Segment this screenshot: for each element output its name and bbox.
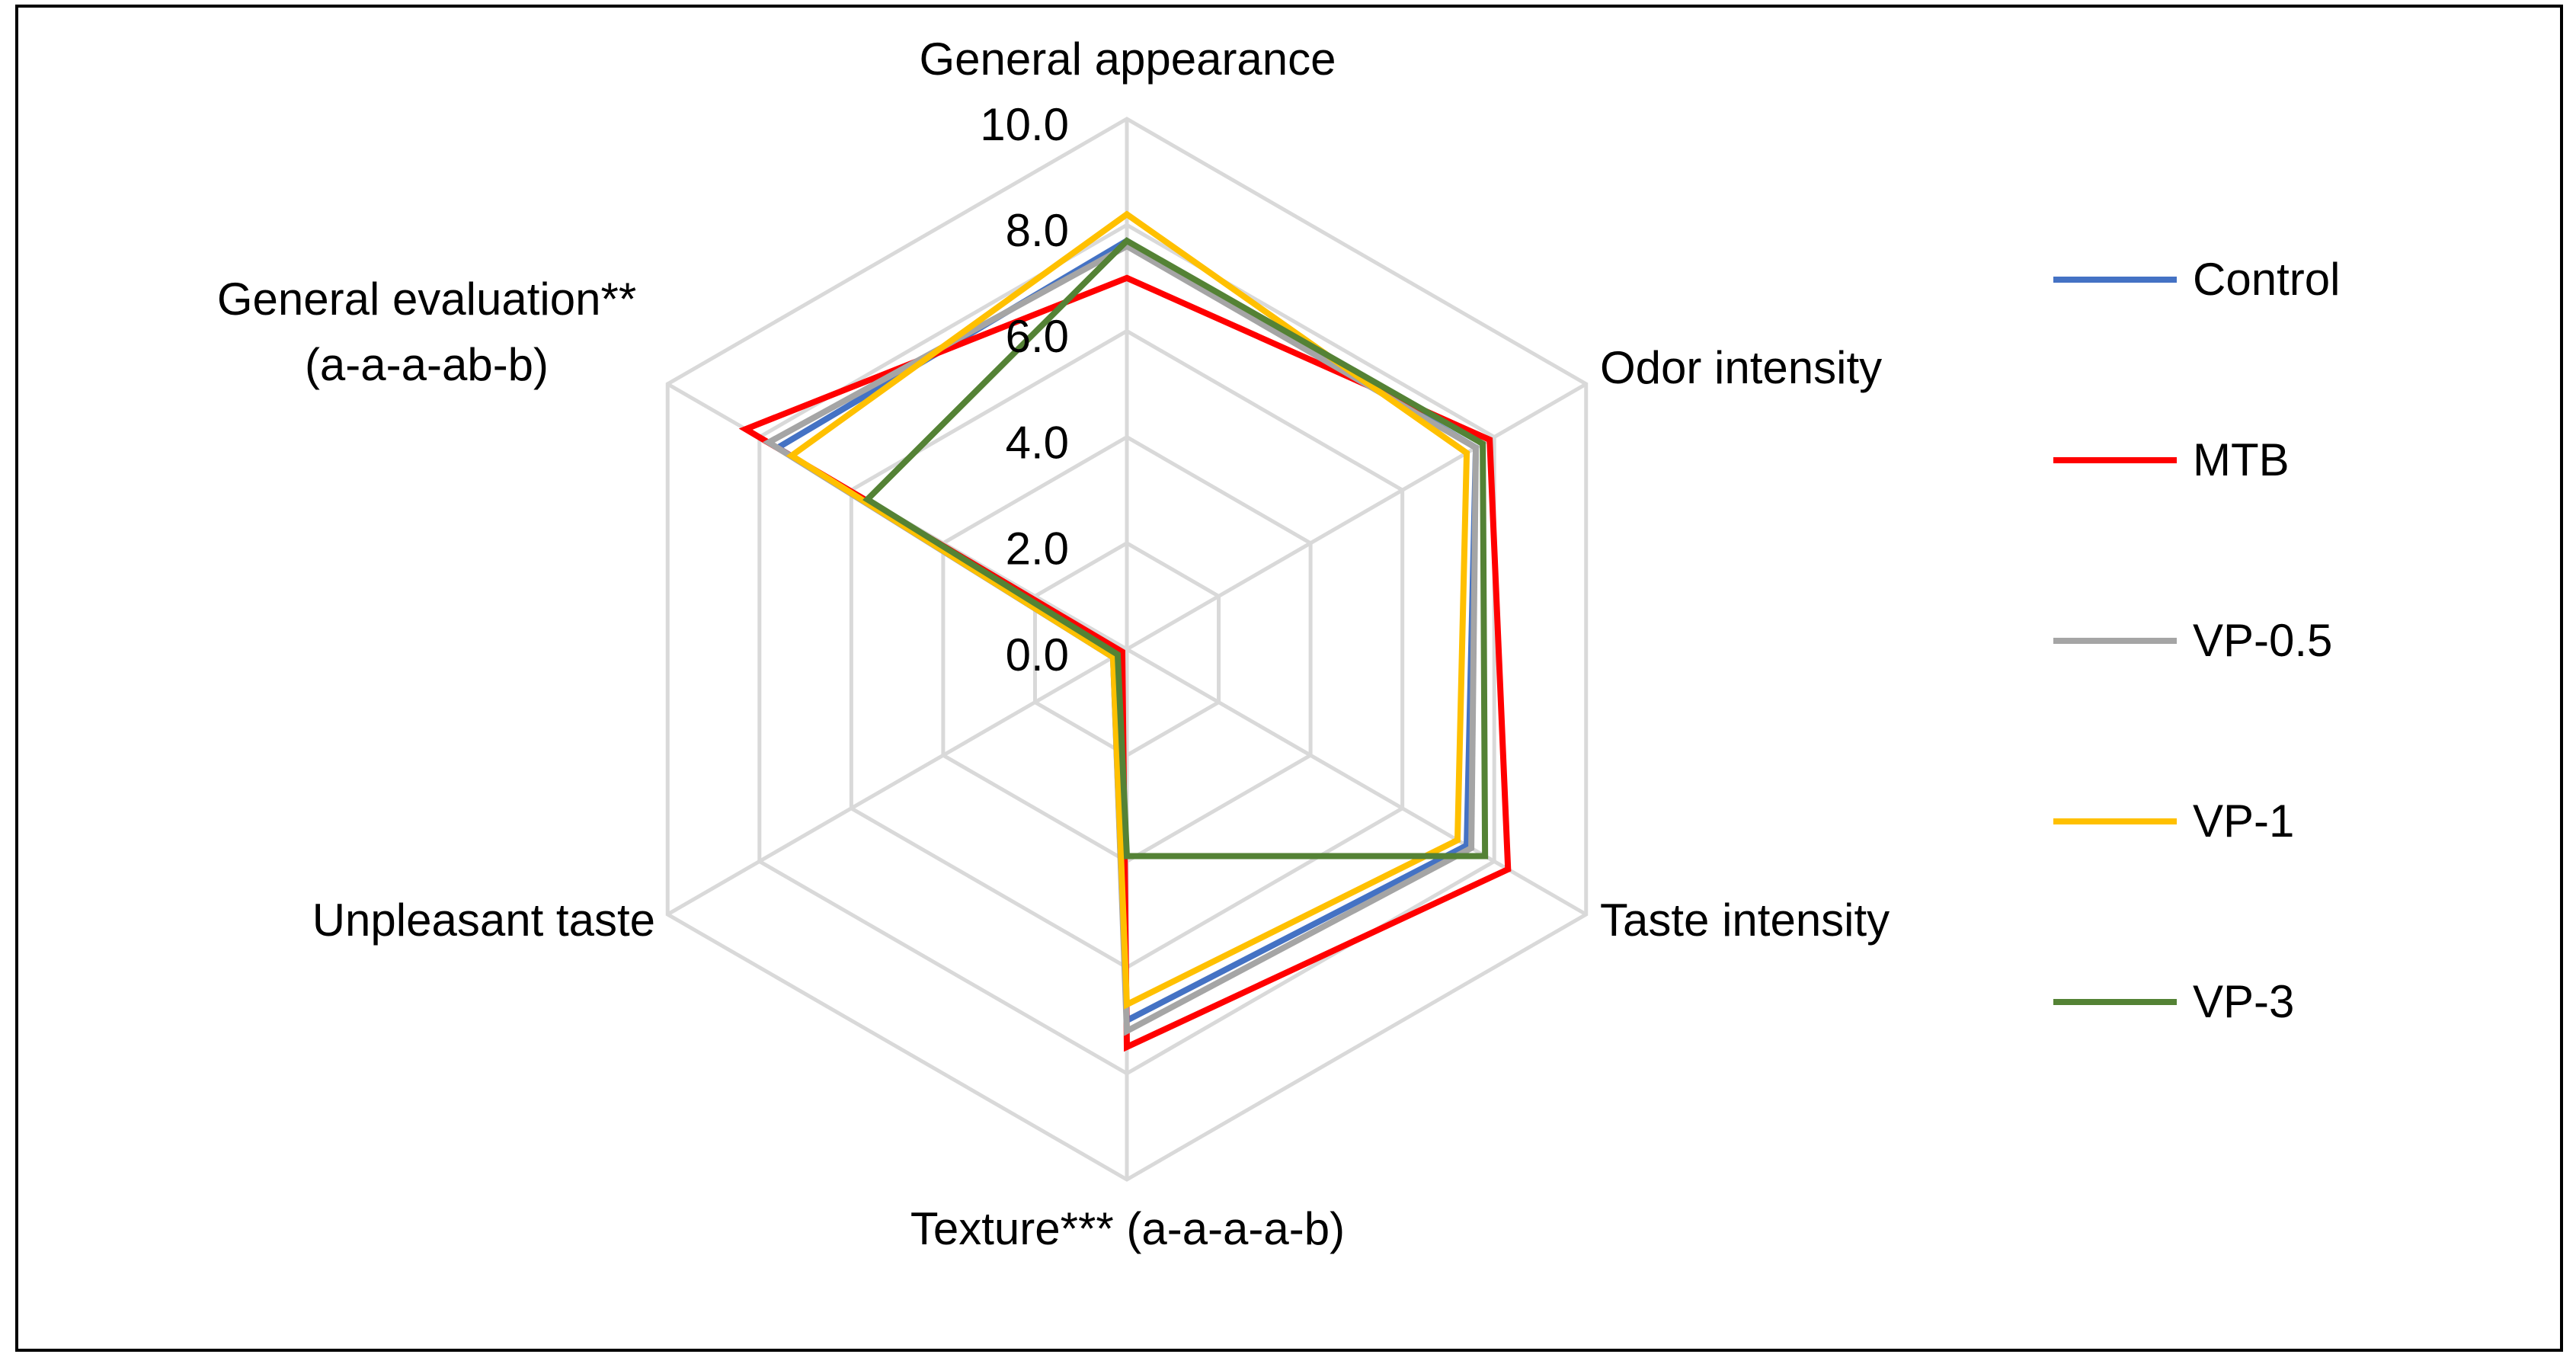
category-label: Texture*** (a-a-a-a-b) bbox=[910, 1203, 1346, 1254]
category-label: General evaluation**(a-a-a-ab-b) bbox=[216, 274, 637, 390]
category-label: Odor intensity bbox=[1600, 342, 1883, 393]
axis-spoke bbox=[1125, 647, 1588, 917]
axis-spoke bbox=[1125, 382, 1588, 651]
tick-label: 8.0 bbox=[1006, 205, 1069, 256]
legend-label: MTB bbox=[2193, 434, 2290, 485]
legend-label: VP-0.5 bbox=[2193, 615, 2332, 666]
legend-label: VP-3 bbox=[2193, 976, 2294, 1027]
legend-label: VP-1 bbox=[2193, 796, 2294, 847]
category-label: General appearance bbox=[919, 34, 1336, 85]
axis-spoke bbox=[666, 647, 1128, 917]
tick-label: 4.0 bbox=[1006, 417, 1069, 468]
series-line bbox=[786, 210, 1470, 1010]
category-label: Unpleasant taste bbox=[312, 895, 655, 946]
series-line bbox=[738, 274, 1512, 1052]
legend-label: Control bbox=[2193, 254, 2340, 305]
series-line bbox=[862, 237, 1489, 860]
tick-label: 0.0 bbox=[1006, 629, 1069, 680]
tick-label: 10.0 bbox=[980, 99, 1069, 150]
frame bbox=[15, 5, 2563, 1352]
category-label: Taste intensity bbox=[1600, 895, 1890, 946]
tick-label: 2.0 bbox=[1006, 523, 1069, 575]
series-line bbox=[762, 242, 1480, 1036]
tick-label: 6.0 bbox=[1006, 311, 1069, 362]
